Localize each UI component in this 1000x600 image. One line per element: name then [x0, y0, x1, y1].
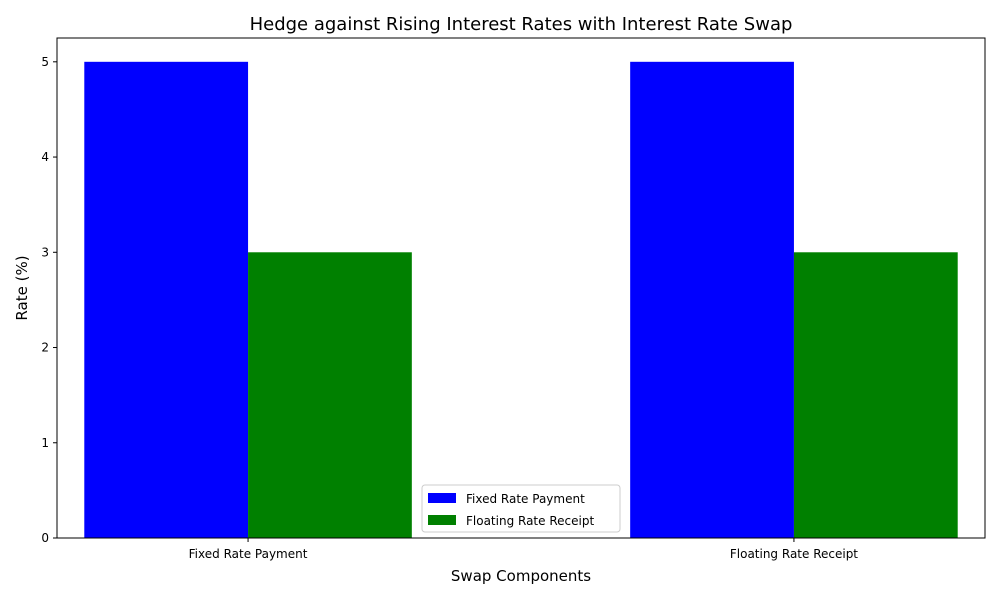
chart-title: Hedge against Rising Interest Rates with… [250, 14, 793, 35]
y-tick-label: 3 [41, 245, 49, 259]
x-axis: Fixed Rate Payment Floating Rate Receipt [189, 538, 858, 561]
x-tick-label: Floating Rate Receipt [730, 547, 858, 561]
bar [84, 61, 249, 539]
x-axis-label: Swap Components [451, 567, 591, 585]
plot-frame [56, 37, 986, 539]
y-axis: 0 1 2 3 4 5 [41, 55, 57, 545]
y-tick-label: 5 [41, 55, 49, 69]
plot-area [84, 61, 958, 539]
y-tick-label: 1 [41, 436, 49, 450]
legend-swatch [428, 515, 456, 525]
legend-label: Fixed Rate Payment [466, 492, 585, 506]
bar [793, 252, 958, 539]
legend: Fixed Rate Payment Floating Rate Receipt [421, 484, 621, 533]
x-tick-label: Fixed Rate Payment [189, 547, 308, 561]
legend-box [421, 484, 621, 533]
bar [630, 61, 794, 539]
y-axis-label: Rate (%) [13, 255, 31, 320]
legend-swatch [428, 493, 456, 503]
bar [248, 252, 412, 539]
y-tick-label: 2 [41, 341, 49, 355]
y-tick-label: 0 [41, 531, 49, 545]
legend-label: Floating Rate Receipt [466, 514, 594, 528]
y-tick-label: 4 [41, 150, 49, 164]
